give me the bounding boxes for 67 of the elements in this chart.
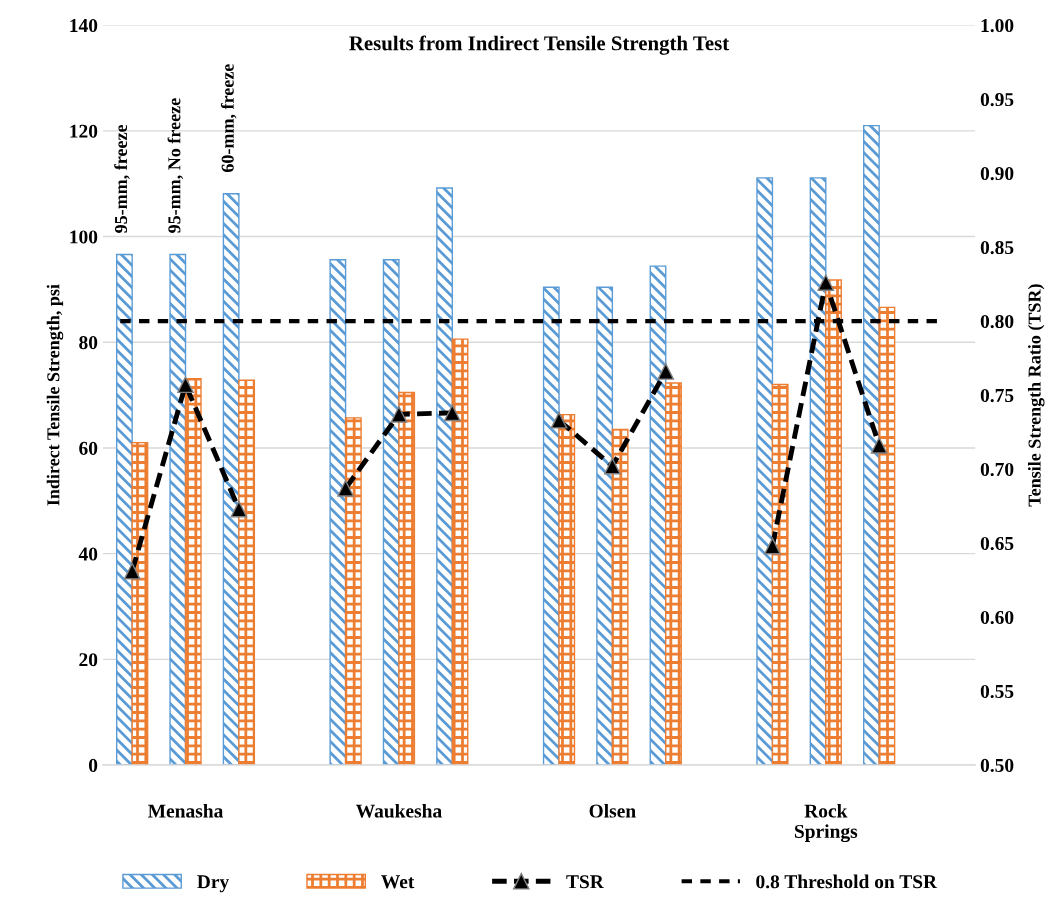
point xyxy=(817,274,835,291)
bar xyxy=(878,306,896,766)
point xyxy=(230,500,248,518)
legend-label: TSR xyxy=(566,875,604,889)
bar xyxy=(542,286,560,766)
bar xyxy=(169,253,187,766)
y-axis-title: Indirect Tensile Strength, psi xyxy=(46,284,64,506)
bar xyxy=(238,379,256,766)
bar xyxy=(329,259,347,766)
y-tick-label: 100 xyxy=(70,230,98,244)
bar xyxy=(596,286,614,766)
bar xyxy=(184,378,202,766)
y2-tick-label: 0.90 xyxy=(980,166,1014,181)
y2-tick-label: 0.80 xyxy=(980,314,1014,329)
y-tick-label: 140 xyxy=(70,18,98,33)
point xyxy=(764,537,781,555)
bar xyxy=(665,382,682,766)
bar xyxy=(771,383,789,766)
bar xyxy=(451,338,469,766)
x-tick-label: Rock Springs xyxy=(794,803,858,843)
bar xyxy=(131,441,149,766)
bar xyxy=(825,279,842,766)
bar xyxy=(756,177,774,766)
y-tick-label: 40 xyxy=(78,547,98,561)
y2-tick-label: 1.00 xyxy=(981,18,1014,33)
annotation: 95-mm, freeze xyxy=(114,124,130,233)
y-tick-label: 60 xyxy=(79,441,98,455)
annotation: 95-mm, No freeze xyxy=(167,98,184,233)
point xyxy=(657,363,675,380)
y-tick-label: 0 xyxy=(88,758,98,772)
bar xyxy=(115,253,133,766)
y2-tick-label: 0.95 xyxy=(980,92,1014,107)
y2-axis-title: Tensile Strength Ratio (TSR) xyxy=(1027,284,1045,507)
bar xyxy=(344,417,362,766)
legend-label: Dry xyxy=(197,875,229,893)
bar xyxy=(436,187,454,766)
y2-tick-label: 0.65 xyxy=(980,536,1014,551)
x-tick-label: Olsen xyxy=(589,803,636,818)
legend-label: 0.8 Threshold on TSR xyxy=(756,874,938,889)
y-tick-label: 20 xyxy=(79,653,98,667)
point xyxy=(123,562,141,580)
annotation: 60-mm, freeze xyxy=(220,64,237,172)
x-tick-label: Menasha xyxy=(148,803,224,818)
x-tick-label: Waukesha xyxy=(356,803,442,818)
y2-tick-label: 0.85 xyxy=(980,240,1014,255)
y-tick-label: 120 xyxy=(70,124,98,138)
y2-tick-label: 0.55 xyxy=(980,684,1014,699)
point xyxy=(337,480,354,497)
chart-title: Results from Indirect Tensile Strength Test xyxy=(349,35,730,55)
point xyxy=(443,404,461,422)
y2-tick-label: 0.70 xyxy=(980,462,1014,477)
y-tick-label: 80 xyxy=(79,336,98,350)
bar xyxy=(862,124,880,766)
point xyxy=(177,376,194,394)
point xyxy=(390,406,408,423)
legend-label: Wet xyxy=(381,875,415,889)
y2-tick-label: 0.50 xyxy=(980,758,1014,773)
point xyxy=(550,411,568,429)
bar xyxy=(558,413,576,766)
point xyxy=(604,457,621,475)
bar xyxy=(382,259,400,766)
bar xyxy=(222,193,240,766)
bar xyxy=(398,391,416,766)
point xyxy=(870,437,888,454)
y2-tick-label: 0.75 xyxy=(980,388,1014,403)
y2-tick-label: 0.60 xyxy=(980,610,1014,625)
bar xyxy=(611,428,629,766)
